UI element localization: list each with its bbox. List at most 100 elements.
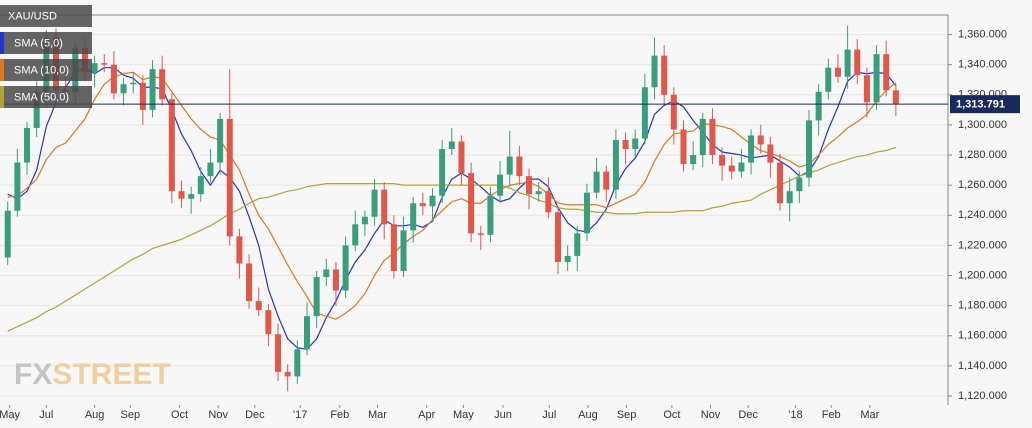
x-tick-label: Sep — [121, 409, 141, 421]
candle-body — [236, 236, 243, 264]
candle-body — [217, 118, 224, 163]
candle-body — [603, 171, 610, 190]
candle-body — [468, 173, 475, 234]
candle-body — [748, 135, 755, 163]
candle-body — [526, 176, 533, 195]
candle-body — [101, 63, 108, 65]
candle-body — [130, 82, 137, 85]
x-tick-label: Jul — [39, 409, 53, 421]
candle-body — [371, 189, 378, 217]
x-tick-label: Aug — [85, 409, 105, 421]
y-tick-label: 1,220.000 — [958, 239, 1007, 251]
x-tick-label: May — [0, 409, 21, 421]
x-tick-label: Jul — [542, 409, 556, 421]
candle-body — [275, 334, 282, 372]
watermark-text: FXSTREET — [14, 358, 171, 391]
candle-body — [168, 99, 175, 192]
sma-line — [7, 71, 897, 320]
legend-box — [0, 86, 92, 108]
candle-body — [863, 75, 870, 103]
legend-box — [0, 59, 92, 81]
x-tick-label: Mar — [860, 409, 879, 421]
axes: 1,120.000 1,140.000 1,160.000 1,180.000 1,20… — [0, 14, 1007, 421]
legend-swatch — [0, 59, 4, 81]
candle-body — [805, 120, 812, 178]
y-tick-label: 1,160.000 — [958, 330, 1007, 342]
candle-body — [332, 269, 339, 291]
y-tick-label: 1,180.000 — [958, 300, 1007, 312]
legend-swatch — [0, 32, 4, 54]
candle-body — [120, 84, 127, 94]
y-tick-label: 1,360.000 — [958, 28, 1007, 40]
grid — [0, 34, 948, 397]
candle-body — [612, 139, 619, 190]
candles — [4, 25, 899, 392]
watermark-suffix: STREET — [52, 358, 170, 391]
x-tick-label: Dec — [245, 409, 265, 421]
candle-body — [583, 192, 590, 234]
x-tick-label: Apr — [418, 409, 435, 421]
x-tick-label: Feb — [330, 409, 349, 421]
x-tick-label: Jun — [494, 409, 512, 421]
y-tick-label: 1,300.000 — [958, 119, 1007, 131]
y-tick-label: 1,280.000 — [958, 149, 1007, 161]
legend-label: XAU/USD — [8, 10, 57, 22]
x-tick-label: '18 — [788, 409, 802, 421]
candle-body — [593, 171, 600, 193]
candle-body — [149, 69, 156, 110]
candle-body — [487, 195, 494, 235]
candle-body — [506, 156, 513, 175]
candle-body — [410, 203, 417, 231]
watermark: FXSTREET — [14, 358, 171, 391]
candle-body — [709, 118, 716, 156]
candle-body — [284, 371, 291, 377]
candle-body — [313, 277, 320, 317]
legend-label: SMA (5,0) — [14, 37, 63, 49]
candle-body — [188, 194, 195, 199]
candle-body — [448, 141, 455, 150]
candle-body — [265, 310, 272, 335]
candle-body — [574, 233, 581, 256]
candle-body — [738, 162, 745, 172]
candle-body — [535, 191, 542, 195]
y-tick-label: 1,260.000 — [958, 179, 1007, 191]
candle-body — [815, 91, 822, 121]
candle-body — [294, 349, 301, 377]
x-tick-label: Feb — [822, 409, 841, 421]
candle-body — [352, 224, 359, 246]
y-tick-label: 1,120.000 — [958, 390, 1007, 402]
sma-line — [7, 146, 897, 332]
candle-body — [641, 87, 648, 139]
y-tick-label: 1,340.000 — [958, 59, 1007, 71]
x-tick-label: Oct — [171, 409, 188, 421]
x-tick-label: Dec — [738, 409, 758, 421]
x-tick-label: Nov — [208, 409, 228, 421]
candle-body — [554, 212, 561, 262]
y-tick-label: 1,240.000 — [958, 209, 1007, 221]
candle-body — [381, 189, 388, 225]
watermark-prefix: FX — [14, 358, 52, 391]
legend-box — [0, 32, 92, 54]
x-tick-label: Aug — [578, 409, 598, 421]
x-tick-label: Sep — [617, 409, 637, 421]
candle-body — [226, 118, 233, 237]
candle-body — [390, 224, 397, 271]
x-tick-label: Nov — [701, 409, 721, 421]
candle-body — [255, 301, 262, 311]
candle-body — [767, 144, 774, 163]
candle-body — [690, 155, 697, 165]
candle-body — [400, 230, 407, 271]
candle-body — [24, 127, 31, 163]
candle-body — [4, 210, 11, 258]
legend: XAU/USD SMA (5,0) SMA (10,0) SMA (50,0) — [0, 5, 92, 108]
current-price: 1,313.791 — [0, 95, 1020, 114]
candle-body — [728, 165, 735, 172]
candle-body — [207, 162, 214, 177]
x-tick-label: '17 — [293, 409, 307, 421]
candle-body — [834, 67, 841, 77]
candle-body — [110, 64, 117, 94]
legend-label: SMA (50,0) — [14, 91, 69, 103]
candle-body — [680, 129, 687, 165]
